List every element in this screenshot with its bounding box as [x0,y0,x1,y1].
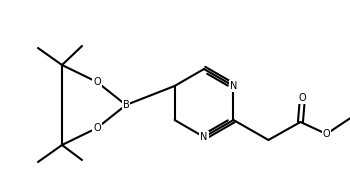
Text: O: O [299,93,306,103]
Text: N: N [200,132,208,142]
Text: B: B [122,100,130,110]
Text: O: O [93,77,101,87]
Text: O: O [323,129,330,139]
Text: O: O [93,123,101,133]
Text: N: N [230,81,237,91]
